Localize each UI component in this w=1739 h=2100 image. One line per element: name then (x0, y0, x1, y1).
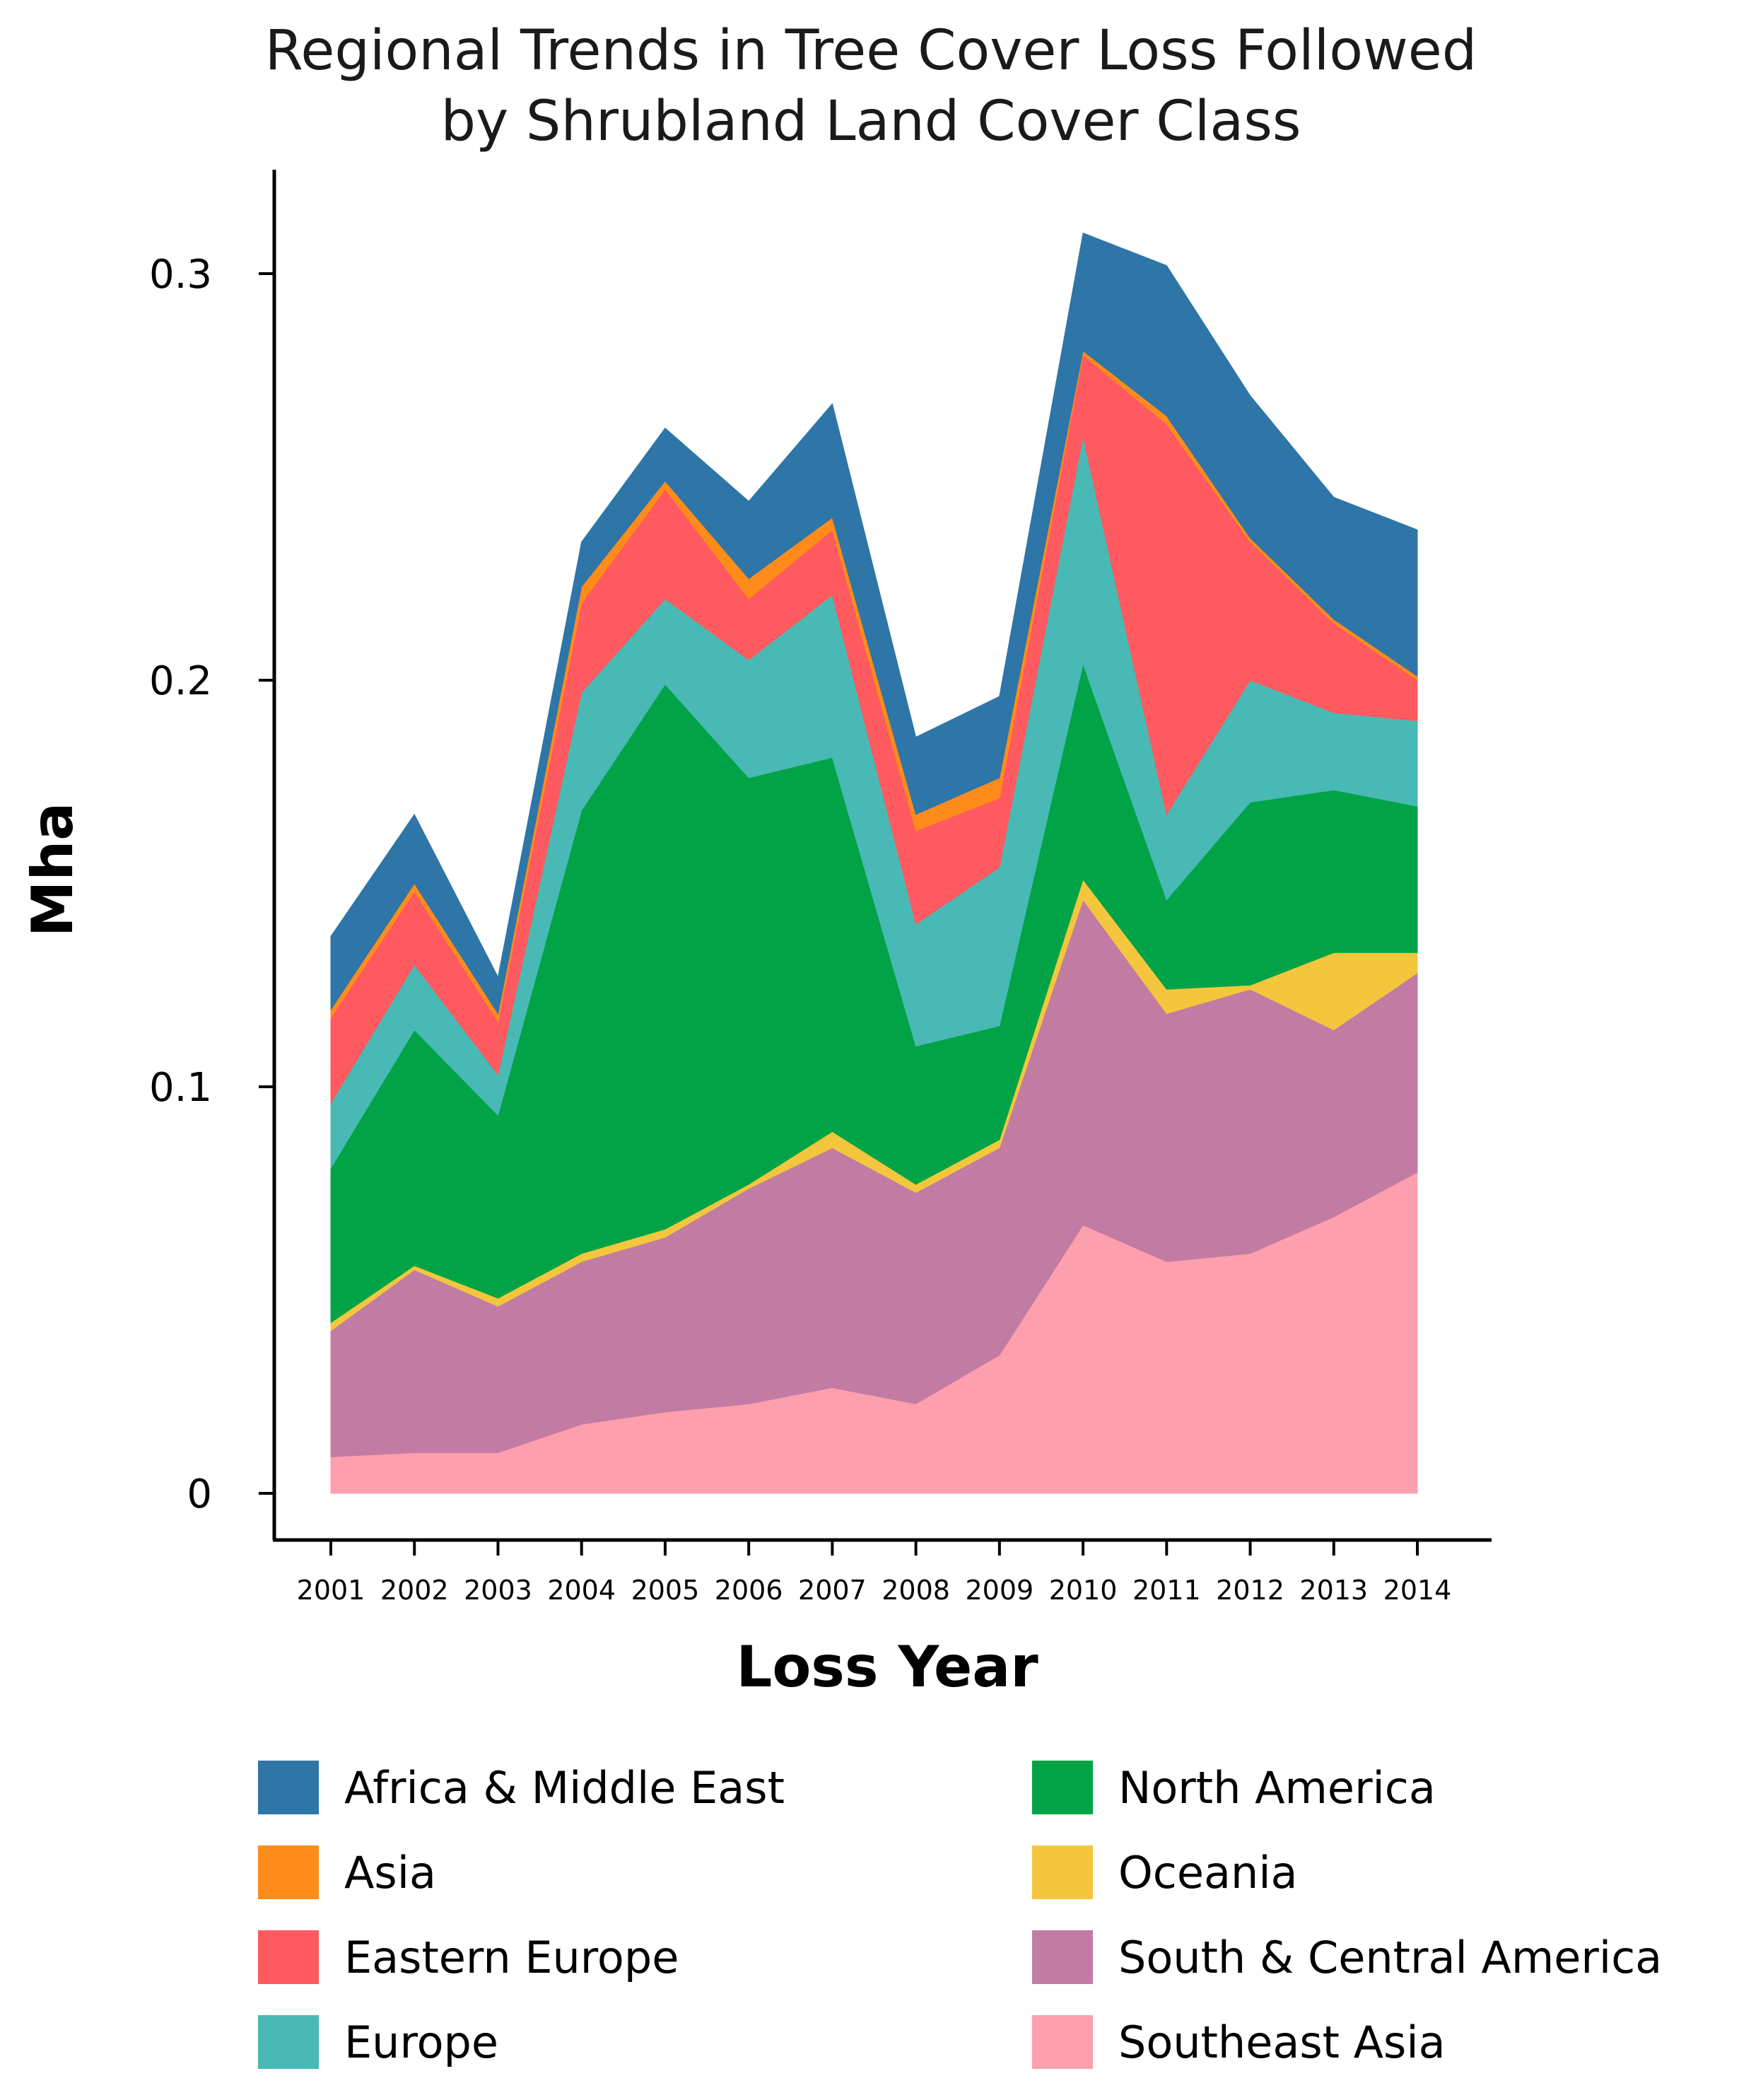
legend-item-europe: Europe (258, 2015, 498, 2069)
x-axis-ticks: 2001 2002 2003 2004 2005 2006 2007 2008 2009 2010… (297, 1540, 1452, 1606)
x-tick-label: 2002 (380, 1575, 449, 1606)
x-tick-label: 2010 (1049, 1575, 1118, 1606)
legend-label: Africa & Middle East (344, 1762, 785, 1814)
legend-item-southeast-asia: Southeast Asia (1032, 2015, 1446, 2069)
x-tick-label: 2014 (1383, 1575, 1452, 1606)
x-tick-label: 2007 (798, 1575, 867, 1606)
x-tick-label: 2001 (297, 1575, 365, 1606)
legend-label: South & Central America (1118, 1932, 1662, 1983)
y-axis-ticks: 0 0.1 0.2 0.3 (149, 252, 274, 1517)
x-tick-label: 2013 (1299, 1575, 1368, 1606)
legend-label: Asia (344, 1847, 436, 1898)
x-tick-label: 2012 (1216, 1575, 1284, 1606)
y-tick-label: 0.2 (149, 658, 212, 704)
legend-swatch (1032, 1930, 1093, 1984)
area-africa-and-middle-east (330, 232, 1418, 1015)
y-tick-label: 0.3 (149, 252, 212, 298)
axes (272, 170, 1492, 1542)
legend-label: Eastern Europe (344, 1932, 679, 1983)
legend-label: Europe (344, 2017, 498, 2068)
x-tick-label: 2009 (965, 1575, 1034, 1606)
y-tick-label: 0.1 (149, 1065, 212, 1111)
chart-title: Regional Trends in Tree Cover Loss Follo… (265, 19, 1477, 153)
legend-swatch (258, 1761, 319, 1814)
legend-swatch (1032, 1761, 1093, 1814)
legend-item-south-and-central-america: South & Central America (1032, 1930, 1662, 1984)
x-axis-label: Loss Year (736, 1634, 1038, 1700)
legend-swatch (258, 1845, 319, 1899)
legend: Africa & Middle East Asia Eastern Europe Eu… (258, 1761, 1662, 2069)
legend-item-africa-and-middle-east: Africa & Middle East (258, 1761, 785, 1814)
x-tick-label: 2008 (882, 1575, 950, 1606)
y-tick-label: 0 (187, 1471, 212, 1517)
legend-item-eastern-europe: Eastern Europe (258, 1930, 679, 1984)
legend-item-asia: Asia (258, 1845, 436, 1899)
legend-label: Southeast Asia (1118, 2017, 1446, 2068)
chart-title-line-2: by Shrubland Land Cover Class (440, 90, 1301, 153)
x-tick-label: 2003 (464, 1575, 532, 1606)
x-tick-label: 2006 (715, 1575, 783, 1606)
legend-label: Oceania (1118, 1847, 1298, 1898)
y-axis-label: Mha (20, 803, 86, 938)
legend-item-oceania: Oceania (1032, 1845, 1298, 1899)
legend-label: North America (1118, 1762, 1436, 1814)
legend-item-north-america: North America (1032, 1761, 1436, 1814)
area-series-group (330, 232, 1418, 1494)
legend-swatch (1032, 2015, 1093, 2069)
legend-swatch (258, 2015, 319, 2069)
x-tick-label: 2005 (631, 1575, 700, 1606)
legend-swatch (258, 1930, 319, 1984)
x-tick-label: 2011 (1132, 1575, 1201, 1606)
chart-title-line-1: Regional Trends in Tree Cover Loss Follo… (265, 19, 1477, 83)
legend-swatch (1032, 1845, 1093, 1899)
x-tick-label: 2004 (547, 1575, 616, 1606)
